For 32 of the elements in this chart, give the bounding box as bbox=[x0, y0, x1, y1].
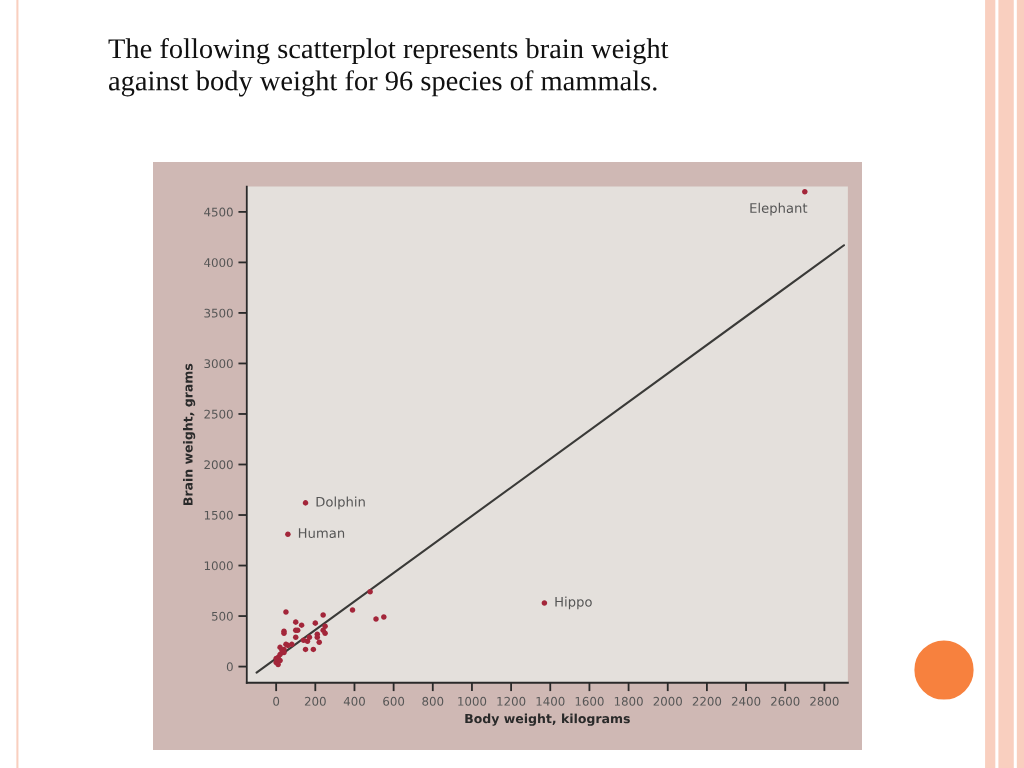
x-tick-label: 1800 bbox=[614, 696, 643, 706]
x-axis-title: Body weight, kilograms bbox=[465, 713, 630, 726]
annotation: Elephant bbox=[750, 202, 808, 216]
x-tick-label: 2600 bbox=[771, 696, 800, 706]
x-tick-label: 0 bbox=[273, 696, 280, 706]
x-tick-label: 1400 bbox=[536, 696, 565, 706]
chart-title: The following scatterplot represents brain weight against body weight for 96 species of mammals. bbox=[108, 38, 669, 97]
annotation: Hippo bbox=[555, 596, 592, 610]
y-tick-label: 4000 bbox=[204, 258, 233, 268]
x-tick-label: 1200 bbox=[497, 696, 526, 706]
y-tick-label: 2000 bbox=[204, 460, 233, 470]
y-tick-label: 2500 bbox=[204, 409, 233, 419]
y-tick-label: 4500 bbox=[204, 207, 233, 217]
x-tick-label: 1600 bbox=[575, 696, 604, 706]
y-axis-title: Brain weight, grams bbox=[183, 363, 196, 505]
x-tick-label: 800 bbox=[422, 696, 444, 706]
y-tick-label: 3500 bbox=[204, 308, 233, 318]
annotation: Dolphin bbox=[316, 496, 365, 510]
annotation: Human bbox=[298, 528, 345, 539]
x-tick-label: 2400 bbox=[731, 696, 761, 706]
x-tick-label: 2800 bbox=[810, 696, 839, 706]
y-tick-label: 1500 bbox=[204, 510, 233, 520]
x-tick-label: 2200 bbox=[692, 696, 722, 706]
x-tick-label: 400 bbox=[343, 696, 365, 706]
x-tick-label: 2000 bbox=[653, 696, 682, 706]
y-tick-label: 0 bbox=[226, 662, 233, 672]
y-tick-label: 3000 bbox=[204, 359, 233, 369]
y-tick-label: 500 bbox=[211, 611, 233, 621]
y-tick-label: 1000 bbox=[204, 561, 233, 571]
x-tick-label: 200 bbox=[304, 696, 326, 706]
x-tick-label: 600 bbox=[383, 696, 405, 706]
x-tick-label: 1000 bbox=[458, 696, 487, 706]
